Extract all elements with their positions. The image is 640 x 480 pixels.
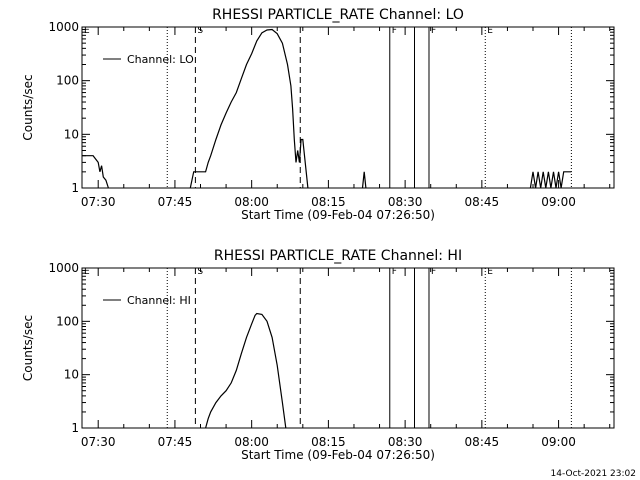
series-line — [189, 28, 309, 189]
event-marker-label: E — [84, 267, 90, 277]
x-tick-label: 07:30 — [81, 435, 116, 449]
x-tick-label: 08:15 — [311, 195, 346, 209]
event-marker-label: F — [392, 267, 397, 277]
series-line — [205, 312, 287, 429]
y-tick-label: 1 — [71, 181, 79, 195]
y-tick-label: 10 — [64, 368, 79, 382]
event-marker-label: F — [392, 26, 397, 36]
x-tick-label: 08:15 — [311, 435, 346, 449]
event-marker-label: F — [431, 26, 436, 36]
x-axis-label: Start Time (09-Feb-04 07:26:50) — [241, 208, 435, 222]
legend-label: Channel: LO — [127, 53, 194, 66]
series-line — [82, 155, 109, 189]
x-tick-label: 09:00 — [541, 435, 576, 449]
x-tick-label: 08:45 — [465, 195, 500, 209]
y-axis-label: Counts/sec — [21, 74, 35, 140]
lo-channel-panel: RHESSI PARTICLE_RATE Channel: LO 1 10 100 10… — [21, 7, 615, 222]
plot-frame — [81, 26, 615, 189]
x-tick-label: 07:30 — [81, 195, 116, 209]
plot-frame — [81, 267, 615, 429]
x-tick-label: 08:00 — [234, 435, 269, 449]
event-marker-label: F — [431, 267, 436, 277]
y-axis-label: Counts/sec — [21, 315, 35, 381]
x-tick-label: 08:30 — [388, 435, 423, 449]
y-tick-label: 1 — [71, 421, 79, 435]
event-marker-label: S — [197, 26, 203, 36]
chart-title: RHESSI PARTICLE_RATE Channel: HI — [214, 248, 462, 264]
event-marker-label: S — [197, 267, 203, 277]
x-tick-label: 07:45 — [158, 435, 193, 449]
y-tick-label: 10 — [64, 127, 79, 141]
y-tick-label: 1000 — [48, 20, 79, 34]
y-tick-label: 100 — [56, 314, 79, 328]
x-axis-label: Start Time (09-Feb-04 07:26:50) — [241, 448, 435, 462]
x-tick-label: 08:45 — [465, 435, 500, 449]
y-tick-label: 100 — [56, 74, 79, 88]
x-tick-label: 08:00 — [234, 195, 269, 209]
event-marker-label: E — [84, 26, 90, 36]
chart-title: RHESSI PARTICLE_RATE Channel: LO — [212, 7, 464, 23]
x-tick-label: 09:00 — [541, 195, 576, 209]
series-line — [361, 171, 367, 189]
x-tick-label: 08:30 — [388, 195, 423, 209]
event-marker-label: E — [487, 267, 493, 277]
hi-channel-panel: RHESSI PARTICLE_RATE Channel: HI 1 10 100 10… — [21, 248, 615, 462]
event-marker-label: E — [487, 26, 493, 36]
series-line — [529, 171, 572, 189]
x-tick-label: 07:45 — [158, 195, 193, 209]
footer-timestamp: 14-Oct-2021 23:02 — [551, 469, 636, 479]
legend-label: Channel: HI — [127, 294, 191, 307]
y-tick-label: 1000 — [48, 261, 79, 275]
